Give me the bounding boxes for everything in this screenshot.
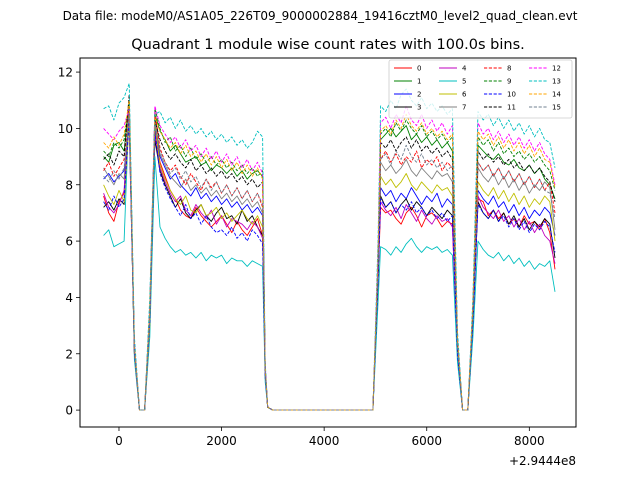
- x-tick-label: 6000: [411, 434, 442, 448]
- legend-label-0: 0: [417, 65, 421, 73]
- legend-label-10: 10: [507, 91, 516, 99]
- y-tick-label: 2: [65, 347, 73, 361]
- legend-label-12: 12: [552, 65, 561, 73]
- x-tick-label: 0: [115, 434, 123, 448]
- figure-suptitle: Data file: modeM0/AS1A05_226T09_90000028…: [63, 9, 578, 23]
- legend-label-5: 5: [462, 78, 466, 86]
- series-line-9: [103, 102, 556, 411]
- legend-label-3: 3: [417, 104, 421, 112]
- chart-title: Quadrant 1 module wise count rates with …: [131, 37, 525, 53]
- legend-label-1: 1: [417, 78, 421, 86]
- x-tick-label: 8000: [514, 434, 545, 448]
- legend-label-2: 2: [417, 91, 421, 99]
- y-tick-label: 4: [65, 291, 73, 305]
- legend-label-14: 14: [552, 91, 561, 99]
- legend-label-15: 15: [552, 104, 561, 112]
- legend-label-4: 4: [462, 65, 467, 73]
- x-axis: 0 2000 4000 6000 8000: [115, 427, 545, 448]
- axes-frame: [79, 57, 577, 428]
- legend-label-8: 8: [507, 65, 511, 73]
- y-axis: 0 2 4 6 8 10 12: [58, 66, 80, 418]
- series-line-14: [103, 99, 556, 411]
- series-line-12: [103, 105, 556, 411]
- x-axis-offset-label: +2.9444e8: [509, 454, 576, 468]
- series-lines: [103, 82, 556, 411]
- legend-label-13: 13: [552, 78, 561, 86]
- y-tick-label: 8: [65, 178, 73, 192]
- y-tick-label: 12: [58, 66, 73, 80]
- legend-box: [388, 59, 573, 119]
- legend-label-6: 6: [462, 91, 467, 99]
- legend-label-9: 9: [507, 78, 511, 86]
- y-tick-label: 6: [65, 235, 73, 249]
- legend-label-11: 11: [507, 104, 516, 112]
- series-line-15: [103, 113, 556, 411]
- legend-label-7: 7: [462, 104, 466, 112]
- plot-area: [79, 57, 577, 428]
- x-tick-label: 4000: [309, 434, 340, 448]
- y-tick-label: 0: [65, 404, 73, 418]
- axes-background: [80, 58, 576, 427]
- y-tick-label: 10: [58, 122, 73, 136]
- x-tick-label: 2000: [206, 434, 237, 448]
